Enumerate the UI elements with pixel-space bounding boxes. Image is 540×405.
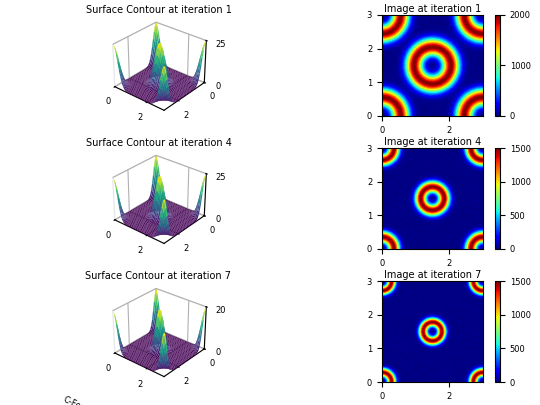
- Title: Image at iteration 7: Image at iteration 7: [383, 271, 481, 281]
- Title: Image at iteration 4: Image at iteration 4: [384, 137, 481, 147]
- Title: Image at iteration 1: Image at iteration 1: [384, 4, 481, 14]
- Title: Surface Contour at iteration 1: Surface Contour at iteration 1: [85, 5, 232, 15]
- Title: Surface Contour at iteration 4: Surface Contour at iteration 4: [85, 138, 232, 148]
- X-axis label: C-Forward_model.png: C-Forward_model.png: [61, 395, 148, 405]
- Title: Surface Contour at iteration 7: Surface Contour at iteration 7: [85, 271, 232, 281]
